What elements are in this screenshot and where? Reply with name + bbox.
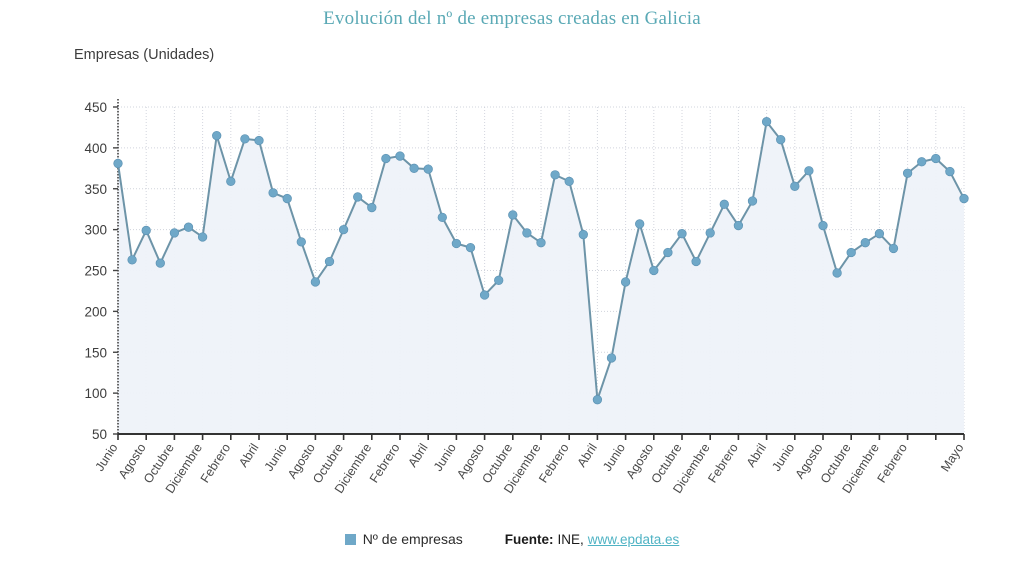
svg-text:50: 50 [92, 427, 107, 442]
svg-text:Junio: Junio [600, 441, 628, 474]
svg-text:300: 300 [84, 223, 107, 238]
svg-text:Junio: Junio [92, 441, 120, 474]
data-markers [113, 117, 969, 405]
svg-text:Abril: Abril [744, 441, 769, 470]
svg-text:Junio: Junio [769, 441, 797, 474]
area-fill [118, 121, 964, 435]
svg-text:400: 400 [84, 141, 107, 156]
chart-legend: Nº de empresas Fuente: INE, www.epdata.e… [0, 531, 1024, 547]
legend-label: Nº de empresas [362, 531, 463, 547]
svg-text:Mayo: Mayo [938, 441, 966, 474]
y-axis-title: Empresas (Unidades) [74, 47, 215, 63]
legend-item-empresas: Nº de empresas [344, 531, 463, 547]
svg-text:150: 150 [84, 345, 107, 360]
svg-text:Abril: Abril [405, 441, 430, 470]
svg-text:Junio: Junio [431, 441, 459, 474]
svg-text:Abril: Abril [236, 441, 261, 470]
legend-swatch-icon [344, 533, 356, 545]
y-tick-labels: 50 100 150 200 250 300 350 400 450 [84, 100, 107, 442]
source-attribution: Fuente: INE, www.epdata.es [505, 532, 680, 547]
svg-text:100: 100 [84, 386, 107, 401]
source-label: Fuente: [504, 531, 554, 547]
svg-text:Junio: Junio [262, 441, 290, 474]
svg-text:Abril: Abril [575, 441, 600, 470]
svg-text:200: 200 [84, 304, 107, 319]
svg-text:350: 350 [84, 182, 107, 197]
svg-text:450: 450 [84, 100, 107, 115]
axis-lines [113, 99, 965, 440]
svg-text:250: 250 [84, 264, 107, 279]
source-link[interactable]: www.epdata.es [587, 531, 680, 547]
page-title: Evolución del nº de empresas creadas en … [323, 8, 701, 29]
source-name: INE, [557, 531, 584, 547]
